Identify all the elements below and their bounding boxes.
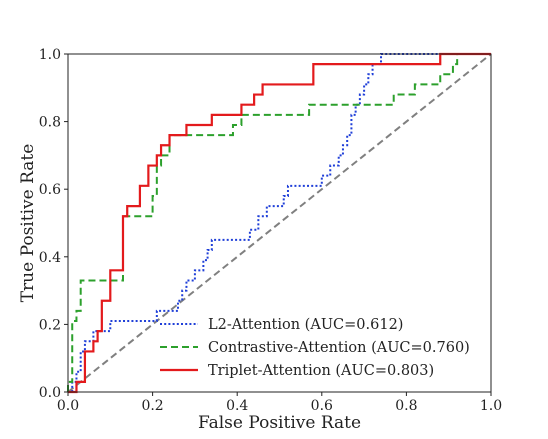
y-tick-label: 0.2 bbox=[39, 317, 61, 333]
legend-label-0: L2-Attention (AUC=0.612) bbox=[208, 317, 403, 333]
x-tick-label: 0.2 bbox=[141, 398, 163, 414]
plot-lines bbox=[67, 52, 492, 394]
x-tick-label: 0.0 bbox=[57, 398, 79, 414]
y-tick-label: 0.4 bbox=[39, 250, 61, 266]
x-tick-label: 0.6 bbox=[311, 398, 333, 414]
series-line-2 bbox=[68, 52, 491, 394]
y-tick-label: 0.0 bbox=[39, 385, 61, 401]
legend: L2-Attention (AUC=0.612) Contrastive-Atte… bbox=[160, 317, 470, 379]
plot-frame bbox=[67, 53, 492, 393]
y-tick-label: 1.0 bbox=[39, 47, 61, 63]
chance-diagonal-line bbox=[67, 53, 492, 393]
legend-label-1: Contrastive-Attention (AUC=0.760) bbox=[208, 340, 470, 356]
y-tick-label: 0.8 bbox=[39, 115, 61, 131]
y-tick-label: 0.6 bbox=[39, 182, 61, 198]
x-axis-ticks: 0.0 0.2 0.4 0.6 0.8 1.0 bbox=[57, 392, 502, 414]
x-axis-title: False Positive Rate bbox=[198, 413, 361, 433]
y-axis-ticks: 0.0 0.2 0.4 0.6 0.8 1.0 bbox=[39, 47, 68, 401]
x-tick-label: 0.8 bbox=[395, 398, 417, 414]
y-axis-title: True Positive Rate bbox=[18, 144, 38, 303]
x-tick-label: 0.4 bbox=[226, 398, 248, 414]
legend-label-2: Triplet-Attention (AUC=0.803) bbox=[208, 363, 434, 379]
x-tick-label: 1.0 bbox=[480, 398, 502, 414]
